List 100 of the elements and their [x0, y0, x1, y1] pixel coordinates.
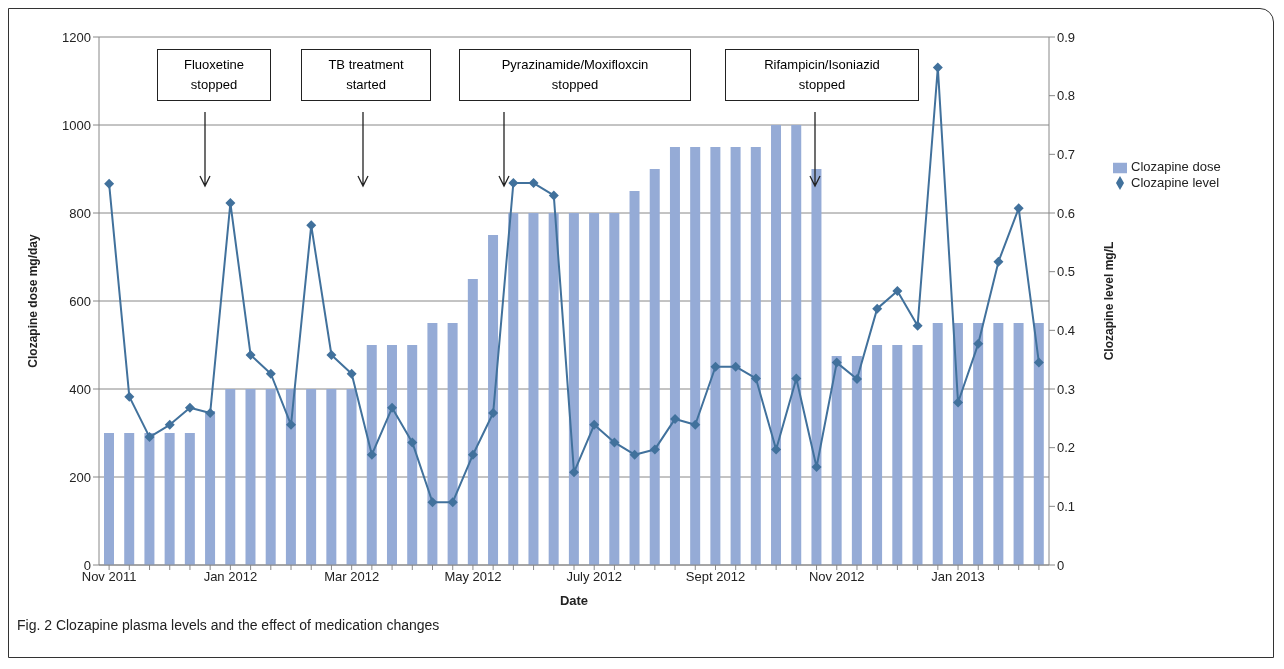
point: [872, 303, 883, 314]
point: [670, 413, 681, 424]
bar: [730, 147, 741, 565]
point: [811, 462, 822, 473]
bar: [144, 433, 155, 565]
point: [710, 361, 721, 372]
point: [265, 368, 276, 379]
bar: [568, 213, 579, 565]
bar: [589, 213, 600, 565]
point: [1013, 203, 1024, 214]
caption: Fig. 2 Clozapine plasma levels and the effect of medication changes: [17, 617, 440, 633]
bar: [164, 433, 175, 565]
bar: [124, 433, 135, 565]
bar: [245, 389, 256, 565]
point: [326, 349, 337, 360]
point: [953, 397, 964, 408]
bar: [669, 147, 680, 565]
point: [690, 419, 701, 430]
callout-box: Fluoxetine stopped: [157, 49, 271, 101]
y-tick-label: 600: [69, 293, 91, 309]
y2-tick-label: 0.7: [1057, 146, 1076, 162]
point: [730, 361, 741, 372]
bar: [326, 389, 337, 565]
bar: [629, 191, 640, 565]
point: [649, 444, 660, 455]
point: [912, 320, 923, 331]
y2-tick-label: 0.6: [1057, 205, 1076, 221]
point: [245, 349, 256, 360]
bar: [447, 323, 458, 565]
point: [286, 419, 297, 430]
x-tick-label: Jan 2013: [931, 569, 985, 585]
bar: [366, 345, 377, 565]
point: [528, 178, 539, 189]
bar: [690, 147, 701, 565]
x-tick-label: Nov 2012: [808, 569, 865, 585]
bar: [993, 323, 1004, 565]
bar: [548, 213, 559, 565]
bar: [285, 389, 296, 565]
x-tick-label: Mar 2012: [324, 569, 380, 585]
point: [932, 62, 943, 73]
point: [973, 338, 984, 349]
bar: [1013, 323, 1024, 565]
point: [144, 432, 155, 443]
x-axis-title: Date: [559, 593, 589, 608]
point: [387, 402, 398, 413]
point: [205, 408, 216, 419]
point: [488, 408, 499, 419]
callout-box: Rifampicin/Isoniazid stopped: [725, 49, 919, 101]
point: [407, 437, 418, 448]
bar: [1033, 323, 1044, 565]
y2-tick-label: 0.2: [1057, 440, 1076, 456]
bar: [952, 323, 963, 565]
bar: [791, 125, 802, 565]
bar: [184, 433, 195, 565]
point: [589, 419, 600, 430]
point: [771, 444, 782, 455]
point: [427, 497, 438, 508]
point: [1033, 357, 1044, 368]
bar: [528, 213, 539, 565]
point: [184, 402, 195, 413]
bar: [932, 323, 943, 565]
x-tick-label: Jan 2012: [203, 569, 258, 585]
point: [609, 437, 620, 448]
y2-tick-label: 0.1: [1057, 498, 1076, 514]
bar: [973, 323, 984, 565]
y-tick-label: 1000: [62, 117, 91, 133]
point: [447, 497, 458, 508]
x-tick-label: Sept 2012: [685, 569, 746, 585]
y-tick-label: 400: [69, 381, 91, 397]
bar: [265, 389, 276, 565]
point: [164, 419, 175, 430]
y-tick-label: 1200: [62, 29, 91, 45]
point: [750, 373, 761, 384]
bar: [811, 169, 822, 565]
y2-tick-label: 0: [1057, 557, 1065, 573]
callout-box: Pyrazinamide/Moxifloxcin stopped: [459, 49, 691, 101]
bar: [649, 169, 660, 565]
bar: [892, 345, 903, 565]
point: [892, 286, 903, 297]
y2-tick-label: 0.8: [1057, 88, 1076, 104]
y-axis-title: Clozapine dose mg/day: [26, 233, 41, 368]
bar: [750, 147, 761, 565]
point: [366, 449, 377, 460]
point: [104, 178, 115, 189]
y2-tick-label: 0.5: [1057, 264, 1076, 280]
bar: [851, 356, 862, 565]
y2-tick-label: 0.4: [1057, 322, 1076, 338]
bar: [225, 389, 236, 565]
x-tick-label: May 2012: [444, 569, 502, 585]
point: [629, 449, 640, 460]
point: [569, 467, 579, 478]
bar: [831, 356, 842, 565]
bar: [508, 213, 519, 565]
bar: [710, 147, 721, 565]
legend-label: Clozapine level: [1131, 174, 1220, 190]
y2-axis-title: Clozapine level mg/L: [1102, 241, 1117, 361]
callout-box: TB treatment started: [301, 49, 431, 101]
bar: [306, 389, 317, 565]
bar: [346, 389, 357, 565]
legend-label: Clozapine dose: [1131, 159, 1221, 174]
